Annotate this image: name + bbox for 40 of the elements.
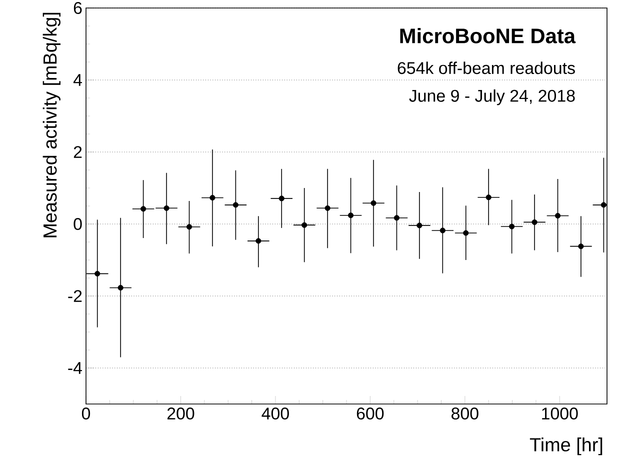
point bbox=[394, 215, 400, 221]
point bbox=[463, 230, 469, 236]
point bbox=[256, 238, 262, 244]
annotation: 654k off-beam readouts bbox=[398, 62, 575, 74]
x-tick-label: 800 bbox=[452, 408, 478, 420]
y-tick-label: -4 bbox=[68, 362, 82, 374]
point bbox=[140, 206, 146, 212]
point bbox=[509, 224, 515, 230]
point bbox=[302, 222, 308, 228]
y-tick-label: 0 bbox=[74, 218, 82, 230]
point bbox=[186, 224, 192, 230]
point bbox=[486, 194, 492, 200]
x-tick-label: 600 bbox=[356, 408, 384, 420]
point bbox=[324, 205, 330, 211]
y-tick-label: 4 bbox=[73, 74, 82, 86]
x-tick-label: 0 bbox=[82, 408, 90, 420]
y-tick-label: 6 bbox=[74, 2, 82, 14]
x-axis-title: Time [hr] bbox=[530, 438, 602, 456]
x-tick-label: 200 bbox=[167, 408, 194, 420]
point bbox=[370, 200, 376, 206]
point bbox=[532, 219, 538, 225]
point bbox=[118, 284, 124, 291]
point bbox=[278, 196, 284, 202]
point bbox=[232, 202, 238, 208]
annotation: June 9 - July 24, 2018 bbox=[409, 89, 575, 106]
annotation: MicroBooNE Data bbox=[400, 28, 576, 44]
point bbox=[94, 270, 100, 276]
y-tick-label: 2 bbox=[74, 146, 82, 158]
point bbox=[600, 202, 606, 208]
point bbox=[578, 244, 584, 250]
point bbox=[416, 222, 422, 228]
point bbox=[440, 228, 446, 234]
point bbox=[348, 212, 354, 218]
x-tick-label: 400 bbox=[262, 408, 289, 420]
y-tick-label: -2 bbox=[68, 290, 82, 302]
point bbox=[210, 194, 216, 201]
x-tick-label: 1000 bbox=[542, 408, 578, 420]
point bbox=[164, 205, 170, 211]
y-axis-title: Measured activity [mBq/kg] bbox=[42, 12, 60, 238]
point bbox=[554, 212, 561, 219]
